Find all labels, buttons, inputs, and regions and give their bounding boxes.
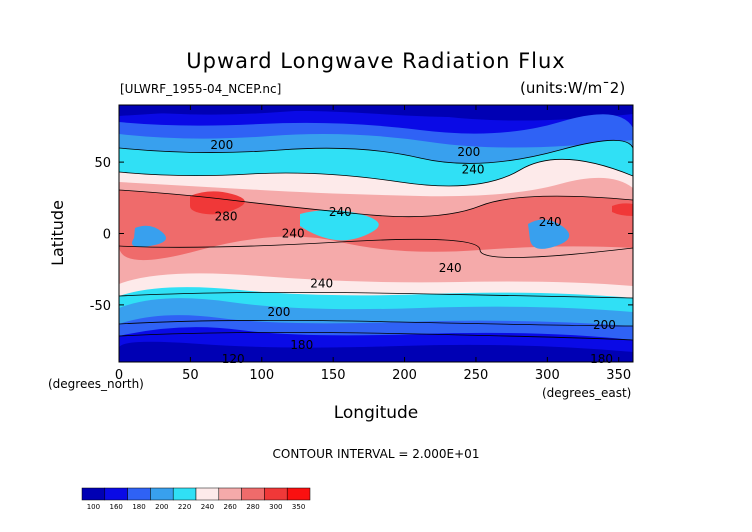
polar-cap-south — [119, 349, 633, 362]
contour-label: 200 — [593, 318, 616, 332]
colorbar-label: 160 — [110, 503, 123, 511]
radiation-field — [119, 105, 633, 362]
contour-label: 200 — [457, 145, 480, 159]
contour-label: 240 — [310, 276, 333, 290]
contour-line — [119, 292, 633, 299]
x-axis-ticks: 0 50 100 150 200 250 300 350 — [115, 105, 631, 383]
y-tick-label: 0 — [103, 228, 111, 243]
colorbar-label: 350 — [292, 503, 305, 511]
colorbar-swatch — [104, 487, 128, 501]
x-tick-label: 350 — [606, 368, 631, 383]
contour-lines — [119, 140, 633, 341]
contour-label: 240 — [282, 227, 305, 241]
polar-cap-north — [119, 105, 633, 118]
colorbar-label: 220 — [178, 503, 191, 511]
x-axis-label: Longitude — [333, 403, 419, 423]
colorbar-swatch — [81, 487, 106, 501]
contour-label: 200 — [267, 305, 290, 319]
colorbar-label: 280 — [246, 503, 259, 511]
contour-label: 180 — [590, 352, 613, 366]
equatorial-patch-east — [528, 219, 570, 249]
colorbar-swatch — [172, 487, 197, 501]
y-tick-label: -50 — [90, 299, 111, 314]
contour-label: 240 — [329, 205, 352, 219]
contour-line — [119, 332, 633, 341]
x-tick-label: 50 — [182, 368, 199, 383]
colorbar-label: 240 — [201, 503, 214, 511]
colorbar-swatch — [150, 487, 174, 501]
contour-label: 240 — [439, 261, 462, 275]
units-superscript-mark: ¯ — [602, 79, 610, 97]
contour-label: 120 — [222, 352, 245, 366]
contour-labels: 200 200 240 280 240 240 240 240 240 200 200 180 120 1… — [210, 138, 616, 366]
colorbar-label: 300 — [269, 503, 282, 511]
contour-label: 240 — [462, 162, 485, 176]
contour-label: 280 — [215, 209, 238, 223]
y-axis-ticks: -50 0 50 — [90, 156, 633, 314]
equatorial-patch-west — [132, 225, 166, 247]
x-tick-label: 200 — [392, 368, 417, 383]
contour-line — [119, 158, 633, 187]
y-axis-units: (degrees_north) — [48, 377, 144, 391]
y-tick-label: 50 — [94, 156, 111, 171]
contour-label: 240 — [539, 215, 562, 229]
contour-interval-label: CONTOUR INTERVAL = 2.000E+01 — [272, 447, 480, 461]
colorbar-swatch — [127, 487, 151, 501]
units-label: (units:W/m¯2) — [520, 79, 626, 97]
contour-line — [119, 238, 633, 258]
colorbar-label: 180 — [132, 503, 145, 511]
colorbar-swatch — [264, 487, 288, 501]
file-label: [ULWRF_1955-04_NCEP.nc] — [120, 82, 282, 96]
x-tick-label: 150 — [321, 368, 346, 383]
colorbar: 100 160 180 200 220 240 260 280 300 350 — [81, 487, 311, 511]
contour-line — [119, 140, 633, 164]
x-tick-label: 0 — [115, 368, 123, 383]
colorbar-label: 260 — [224, 503, 237, 511]
contour-label: 180 — [290, 338, 313, 352]
contour-label: 200 — [210, 138, 233, 152]
contour-line — [119, 189, 633, 218]
x-tick-label: 250 — [464, 368, 489, 383]
colorbar-swatch — [195, 487, 220, 501]
contour-line — [119, 320, 633, 327]
colorbar-swatch — [286, 487, 311, 501]
colorbar-label: 200 — [155, 503, 168, 511]
colorbar-swatch — [218, 487, 242, 501]
x-axis-units: (degrees_east) — [542, 386, 632, 400]
chart-title: Upward Longwave Radiation Flux — [186, 49, 566, 73]
hot-spot-east — [612, 203, 633, 216]
equatorial-patch-central — [300, 210, 379, 241]
colorbar-swatch — [241, 487, 265, 501]
x-tick-label: 300 — [535, 368, 560, 383]
colorbar-label: 100 — [87, 503, 100, 511]
x-tick-label: 100 — [249, 368, 274, 383]
